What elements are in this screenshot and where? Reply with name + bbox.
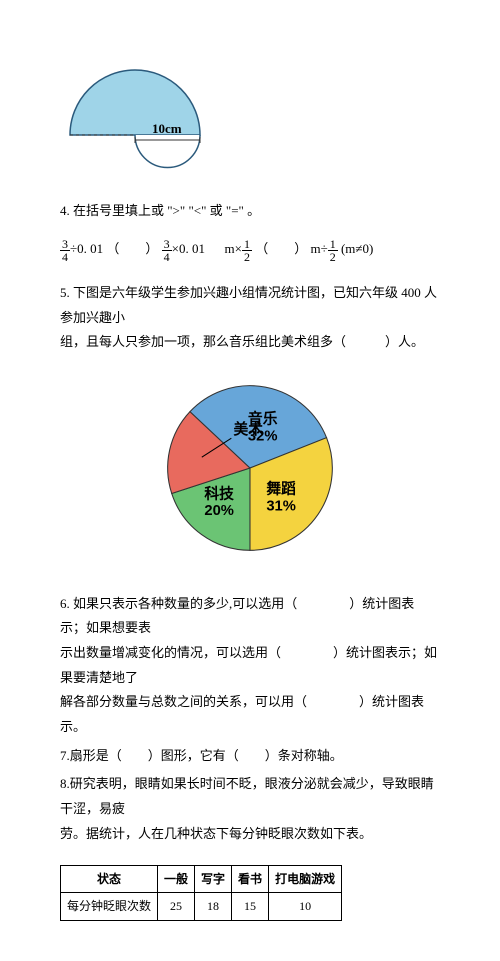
svg-text:20%: 20% [204,503,234,519]
q8-line2: 劳。据统计，人在几种状态下每分钟眨眼次数如下表。 [60,822,440,847]
q6-line1: 6. 如果只表示各种数量的多少,可以选用（ ）统计图表示；如果想要表 [60,592,440,641]
problem-8: 8.研究表明，眼睛如果长时间不眨，眼液分泌就会减少，导致眼睛干涩，易疲 劳。据统… [60,772,440,846]
q4-paren-b: （ ） [255,241,307,256]
q5-line2: 组，且每人只参加一项，那么音乐组比美术组多（ ）人。 [60,330,440,355]
q7-text: 7.扇形是（ ）图形，它有（ ）条对称轴。 [60,744,440,769]
q5-line1: 5. 下图是六年级学生参加兴趣小组情况统计图，已知六年级 400 人参加兴趣小 [60,281,440,330]
problem-6: 6. 如果只表示各种数量的多少,可以选用（ ）统计图表示；如果想要表 示出数量增… [60,592,440,740]
svg-text:31%: 31% [266,498,296,514]
frac-1-2-b: 12 [328,238,338,263]
frac-3-4-a: 34 [60,238,70,263]
table-header-row: 状态 一般 写字 看书 打电脑游戏 [61,865,342,893]
svg-text:舞蹈: 舞蹈 [266,479,296,497]
radius-label: 10cm [152,121,182,136]
crescent-svg: 10cm [60,40,230,170]
svg-text:科技: 科技 [204,484,234,502]
q4-b-rhs: m÷ [310,241,327,256]
pie-chart: 美术科技20%音乐32%舞蹈31% [60,373,440,572]
problem-5: 5. 下图是六年级学生参加兴趣小组情况统计图，已知六年级 400 人参加兴趣小 … [60,281,440,355]
q6-line2: 示出数量增减变化的情况，可以选用（ ）统计图表示；如果要清楚地了 [60,641,440,690]
q4-expressions: 34÷0. 01 （ ） 34×0. 01 m×12 （ ） m÷12 (m≠0… [60,237,440,263]
table-data-row: 每分钟眨眼次数 25 18 15 10 [61,893,342,921]
q4-b-lhs: m× [225,241,242,256]
problem-7: 7.扇形是（ ）图形，它有（ ）条对称轴。 [60,744,440,769]
th-game: 打电脑游戏 [269,865,342,893]
frac-3-4-b: 34 [162,238,172,263]
td-v2: 15 [232,893,269,921]
q4-op2: ×0. 01 [172,241,205,256]
td-v0: 25 [158,893,195,921]
svg-text:32%: 32% [248,428,278,444]
svg-text:音乐: 音乐 [248,409,278,427]
q4-paren-a: （ ） [106,241,158,256]
q8-line1: 8.研究表明，眼睛如果长时间不眨，眼液分泌就会减少，导致眼睛干涩，易疲 [60,772,440,821]
th-read: 看书 [232,865,269,893]
q4-cond: (m≠0) [341,241,373,256]
th-write: 写字 [195,865,232,893]
q4-text: 4. 在括号里填上或 ">" "<" 或 "=" 。 [60,199,440,224]
frac-1-2-a: 12 [242,238,252,263]
th-normal: 一般 [158,865,195,893]
pie-svg: 美术科技20%音乐32%舞蹈31% [150,373,350,563]
figure-crescent: 10cm [60,40,440,179]
blink-table: 状态 一般 写字 看书 打电脑游戏 每分钟眨眼次数 25 18 15 10 [60,865,342,922]
td-v1: 18 [195,893,232,921]
q4-op1: ÷0. 01 [70,241,103,256]
problem-4: 4. 在括号里填上或 ">" "<" 或 "=" 。 34÷0. 01 （ ） … [60,199,440,263]
td-label: 每分钟眨眼次数 [61,893,158,921]
th-state: 状态 [61,865,158,893]
q6-line3: 解各部分数量与总数之间的关系，可以用（ ）统计图表示。 [60,690,440,739]
td-v3: 10 [269,893,342,921]
